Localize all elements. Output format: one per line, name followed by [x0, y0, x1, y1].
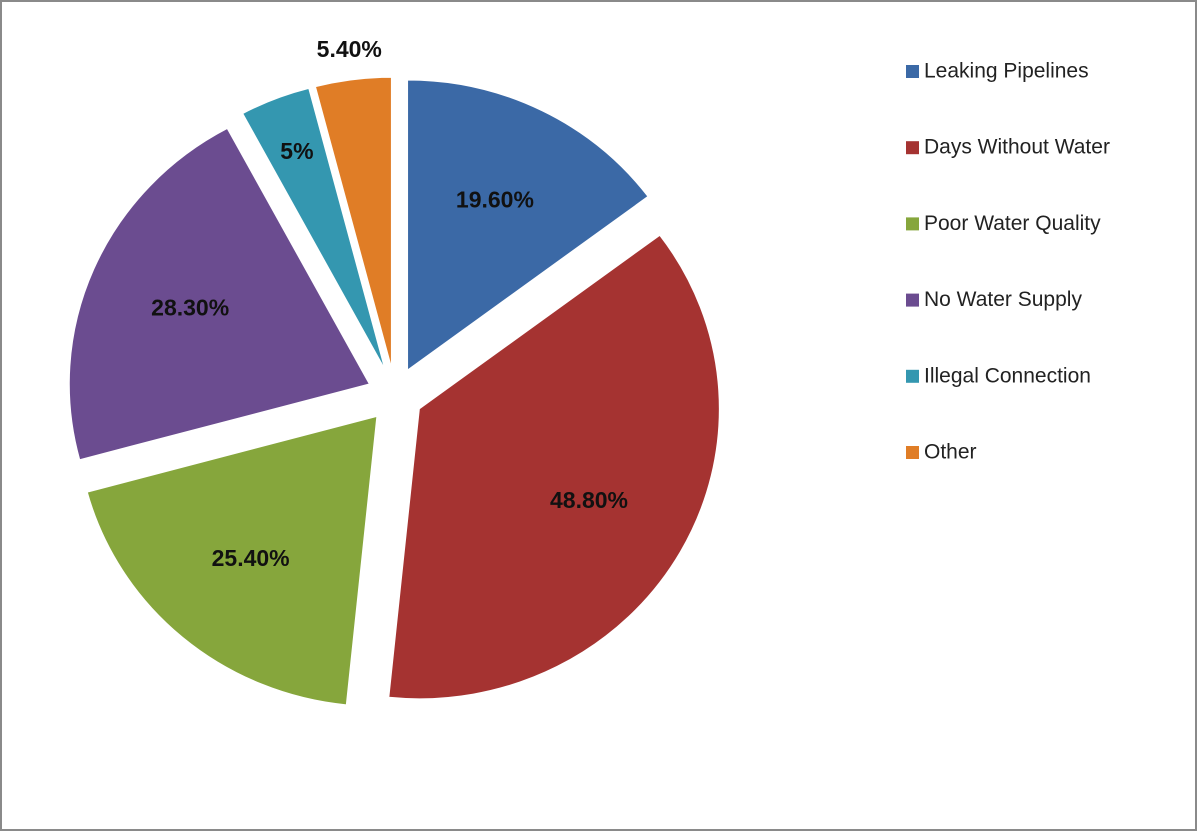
pie-slice	[68, 127, 371, 461]
data-label: 48.80%	[550, 487, 628, 513]
legend-swatch	[906, 141, 919, 155]
legend-swatch	[906, 293, 919, 307]
legend-swatch	[906, 217, 919, 231]
legend-label: Illegal Connection	[924, 364, 1091, 387]
data-label: 5%	[280, 138, 313, 164]
data-label: 19.60%	[456, 187, 534, 213]
legend-swatch	[906, 65, 919, 78]
legend-label: Poor Water Quality	[924, 212, 1101, 235]
pie-slice	[86, 415, 378, 706]
legend-label: Leaking Pipelines	[924, 60, 1089, 83]
legend-swatch	[906, 446, 919, 459]
legend-label: No Water Supply	[924, 288, 1082, 311]
pie-slice	[388, 234, 720, 700]
data-label: 25.40%	[212, 545, 290, 571]
data-label: 28.30%	[151, 294, 229, 320]
legend-label: Days Without Water	[924, 136, 1110, 159]
pie-slice	[314, 76, 392, 368]
legend-swatch	[906, 369, 919, 383]
legend-label: Other	[924, 441, 977, 464]
pie-slice	[242, 87, 386, 370]
data-label: 5.40%	[317, 36, 382, 62]
pie-slice	[407, 79, 649, 371]
